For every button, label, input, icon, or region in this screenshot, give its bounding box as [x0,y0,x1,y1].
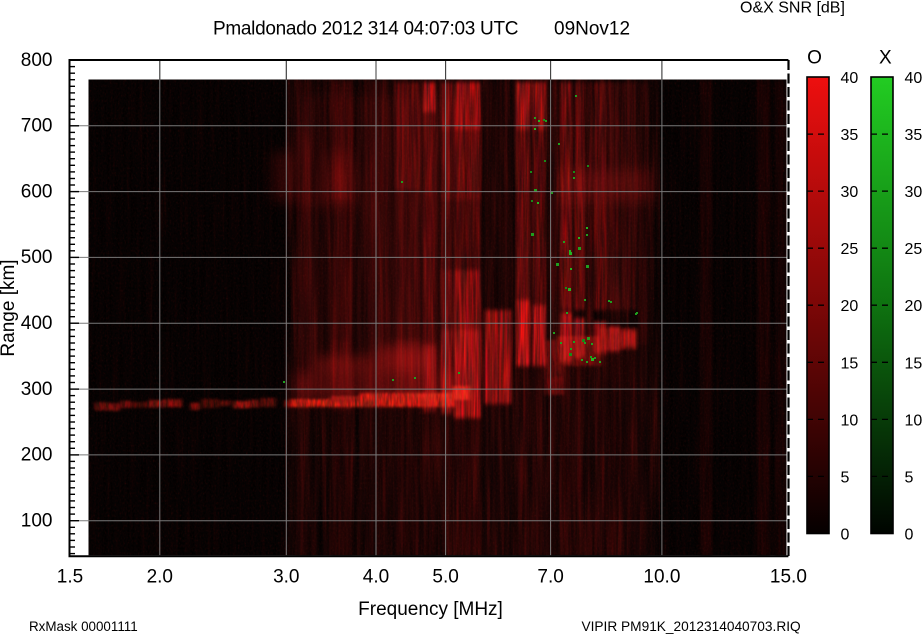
svg-text:09Nov12: 09Nov12 [554,19,630,40]
svg-text:300: 300 [21,379,53,400]
svg-text:VIPIR PM91K_2012314040703.RIQ: VIPIR PM91K_2012314040703.RIQ [582,619,801,634]
svg-text:5: 5 [841,469,850,486]
svg-text:10: 10 [905,412,922,429]
svg-text:400: 400 [21,313,53,334]
svg-text:O: O [807,48,822,69]
svg-text:4.0: 4.0 [363,567,389,588]
svg-text:0: 0 [905,527,914,544]
svg-text:O&X SNR [dB]: O&X SNR [dB] [740,0,845,17]
svg-text:1.5: 1.5 [57,567,83,588]
svg-text:15.0: 15.0 [770,567,807,588]
svg-text:100: 100 [21,511,53,532]
svg-text:RxMask 00001111: RxMask 00001111 [29,619,138,634]
svg-text:5: 5 [905,469,914,486]
svg-text:30: 30 [841,184,859,201]
svg-text:800: 800 [21,50,53,71]
svg-text:30: 30 [905,184,922,201]
svg-text:Frequency [MHz]: Frequency [MHz] [358,599,503,620]
svg-text:0: 0 [841,527,850,544]
svg-text:15: 15 [905,355,922,372]
svg-text:200: 200 [21,445,53,466]
svg-text:Range [km]: Range [km] [0,259,19,356]
svg-text:25: 25 [905,241,922,258]
svg-text:3.0: 3.0 [273,567,299,588]
svg-text:10.0: 10.0 [643,567,680,588]
svg-text:5.0: 5.0 [432,567,458,588]
svg-text:500: 500 [21,247,53,268]
svg-text:10: 10 [841,412,859,429]
svg-text:40: 40 [841,70,859,87]
svg-text:7.0: 7.0 [537,567,563,588]
svg-text:2.0: 2.0 [147,567,173,588]
svg-text:600: 600 [21,181,53,202]
svg-text:40: 40 [905,70,922,87]
svg-text:15: 15 [841,355,859,372]
svg-text:700: 700 [21,116,53,137]
svg-text:X: X [879,48,892,69]
svg-text:Pmaldonado 2012 314 04:07:03 U: Pmaldonado 2012 314 04:07:03 UTC [213,19,518,40]
svg-text:20: 20 [905,298,922,315]
svg-text:35: 35 [905,127,922,144]
svg-text:25: 25 [841,241,859,258]
svg-text:35: 35 [841,127,859,144]
svg-text:20: 20 [841,298,859,315]
